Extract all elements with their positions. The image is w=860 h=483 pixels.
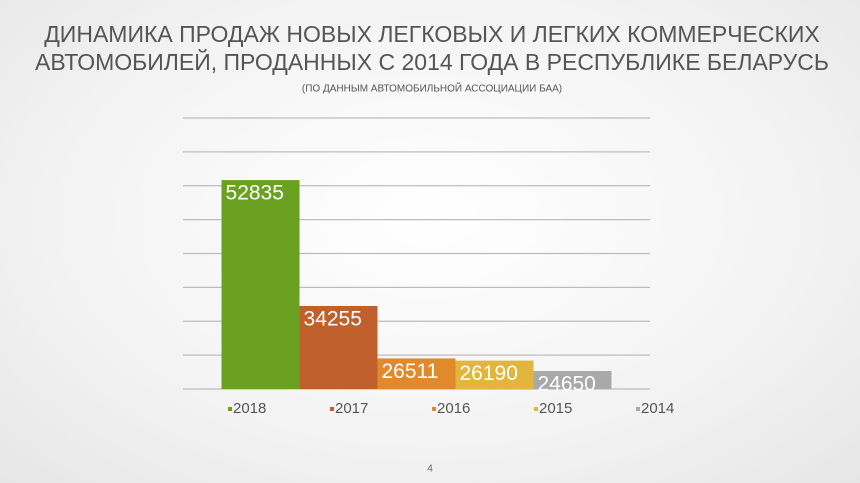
data-label: 34255 — [304, 308, 362, 331]
legend-label: 2016 — [437, 400, 470, 417]
chart-title: ДИНАМИКА ПРОДАЖ НОВЫХ ЛЕГКОВЫХ И ЛЕГКИХ … — [44, 21, 820, 47]
legend-label: 2014 — [641, 400, 674, 417]
chart-subtitle: (ПО ДАННЫМ АВТОМОБИЛЬНОЙ АССОЦИАЦИИ БАА) — [302, 82, 562, 95]
bar — [377, 358, 456, 389]
legend-label: 2018 — [233, 400, 266, 417]
data-label: 24650 — [537, 373, 595, 396]
bar — [455, 360, 534, 389]
legend-swatch — [534, 407, 538, 411]
data-label: 52835 — [226, 182, 284, 205]
legend-swatch — [228, 407, 232, 411]
legend-label: 2015 — [539, 400, 572, 417]
bar — [533, 371, 612, 389]
legend-swatch — [636, 407, 640, 411]
data-label: 26190 — [459, 362, 517, 385]
data-label: 26511 — [382, 360, 439, 383]
bar — [221, 180, 300, 389]
legend-label: 2017 — [335, 400, 368, 417]
legend-swatch — [330, 407, 334, 411]
chart-title: АВТОМОБИЛЕЙ, ПРОДАННЫХ С 2014 ГОДА В РЕС… — [35, 48, 829, 75]
legend-swatch — [432, 407, 436, 411]
bar — [299, 305, 378, 389]
page-number: 4 — [427, 464, 433, 475]
